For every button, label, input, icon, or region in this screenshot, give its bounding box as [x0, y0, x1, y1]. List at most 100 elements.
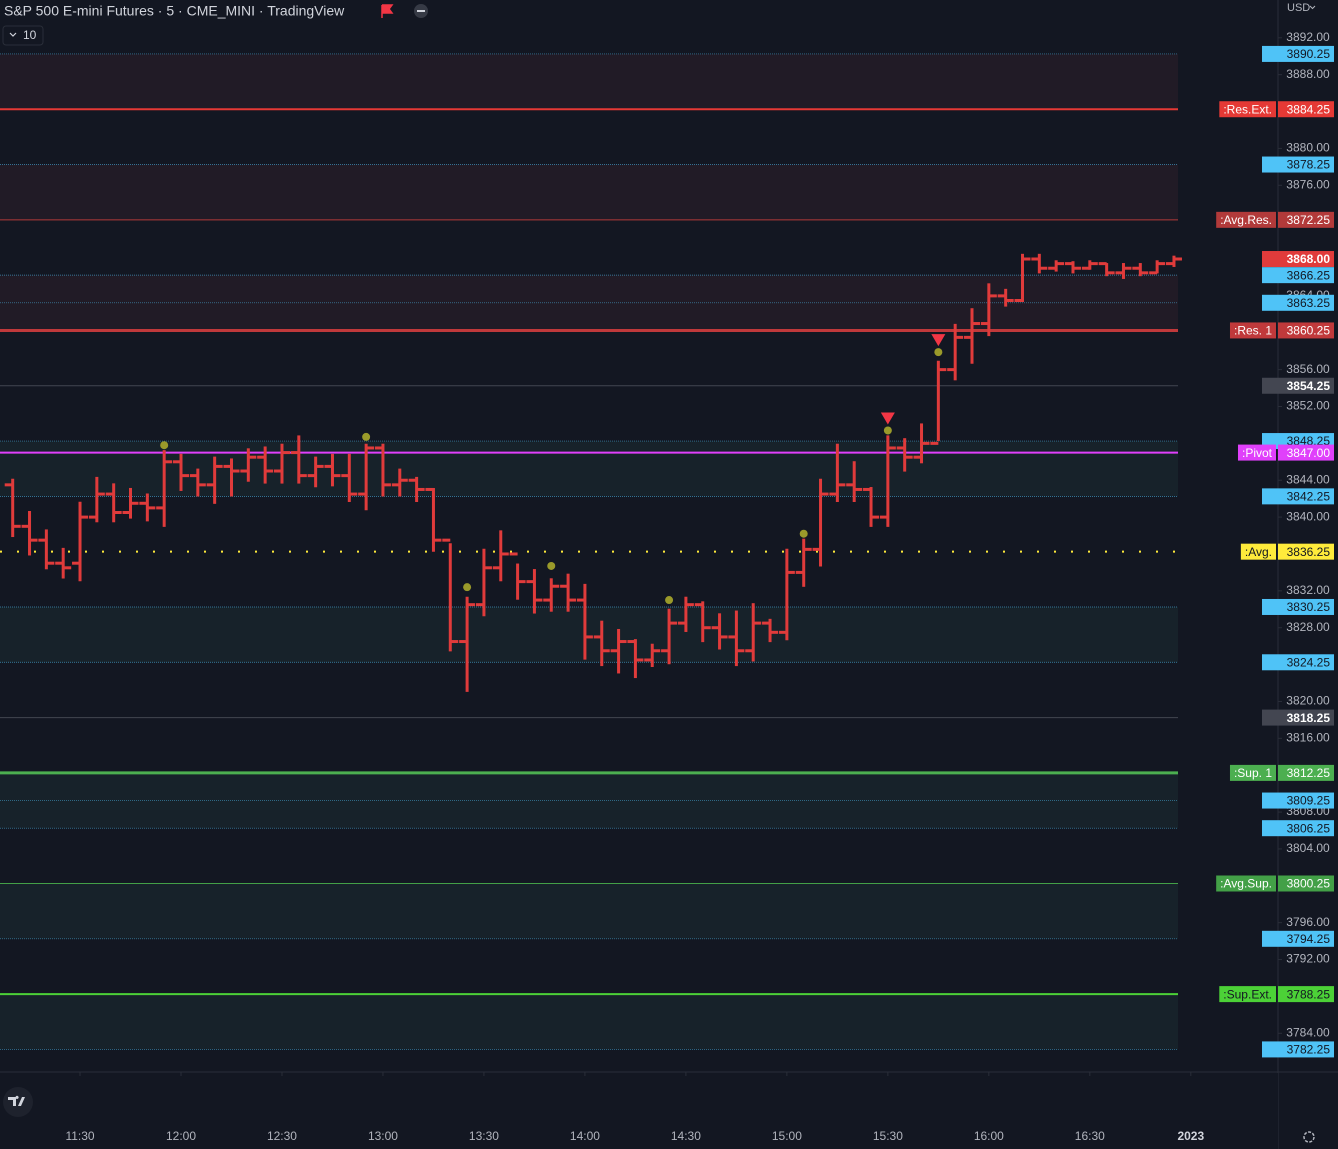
tv-logo[interactable] [3, 1087, 33, 1117]
axis-layer: 3892.003888.003880.003876.003864.003856.… [65, 30, 1334, 1143]
ohlc-bar [492, 530, 509, 582]
ohlc-bar [1115, 263, 1132, 279]
ohlc-bar [4, 478, 21, 538]
interval-label[interactable]: 10 [23, 28, 37, 42]
price-badge [1262, 45, 1334, 62]
ohlc-bar [627, 639, 644, 679]
signal-dot [463, 583, 472, 592]
y-tick-label: 3844.00 [1286, 472, 1330, 486]
ohlc-bar [206, 456, 223, 504]
ohlc-bar [21, 510, 38, 556]
time-axis [0, 1073, 1278, 1149]
price-badge [1262, 820, 1334, 837]
ohlc-bar [391, 468, 408, 497]
price-badge-label: 3830.25 [1287, 600, 1331, 614]
interval-button[interactable] [2, 25, 44, 46]
ohlc-bar [324, 453, 341, 487]
ohlc-bar [475, 548, 492, 617]
ohlc-bar [307, 456, 324, 488]
x-tick-label: 13:00 [368, 1129, 398, 1143]
level-name-badge [1229, 764, 1276, 781]
ohlc-bar [879, 435, 896, 527]
x-tick-label: 16:30 [1075, 1129, 1105, 1143]
price-badge-label: 3878.25 [1287, 158, 1331, 172]
y-tick-label: 3856.00 [1286, 362, 1330, 376]
ohlc-bar [526, 569, 543, 614]
ohlc-bar [1031, 253, 1048, 274]
ohlc-bar [1064, 261, 1081, 274]
ohlc-bar [1098, 262, 1115, 277]
ohlc-bar [408, 476, 425, 503]
level-name-badge [1229, 322, 1276, 339]
level-price-label: 3860.25 [1287, 324, 1331, 338]
settings-icon[interactable] [1303, 1131, 1315, 1143]
x-tick-label: 15:30 [873, 1129, 903, 1143]
x-tick-label: 16:00 [974, 1129, 1004, 1143]
ohlc-bar [459, 596, 476, 692]
level-price-badge [1278, 875, 1334, 892]
price-badge [1262, 1041, 1334, 1058]
price-badge-label: 3866.25 [1287, 268, 1331, 282]
signal-dot [934, 348, 943, 357]
level-price-badge [1278, 101, 1334, 118]
tv-logo-mark [8, 1095, 25, 1106]
level-price-badge [1278, 986, 1334, 1003]
ohlc-bar [728, 610, 745, 667]
ohlc-bar [223, 458, 240, 497]
level-price-badge [1278, 543, 1334, 560]
currency-label[interactable]: USD [1287, 2, 1310, 14]
ohlc-bar [543, 578, 560, 612]
ohlc-bar [694, 601, 711, 643]
y-tick-label: 3816.00 [1286, 730, 1330, 744]
signal-dot [547, 561, 556, 570]
ohlc-bar [677, 596, 694, 632]
ohlc-bar [105, 483, 122, 523]
ohlc-bar [576, 583, 593, 660]
ohlc-bar [812, 478, 829, 567]
flag-icon[interactable] [381, 4, 394, 18]
price-badge [1262, 156, 1334, 173]
zone [0, 53, 1178, 110]
y-tick-label: 3888.00 [1286, 67, 1330, 81]
level-name-label: :Pivot [1242, 446, 1273, 460]
signal-triangle [880, 412, 895, 425]
ohlc-bar [1149, 260, 1166, 275]
y-tick-label: 3792.00 [1286, 952, 1330, 966]
y-tick-label: 3828.00 [1286, 620, 1330, 634]
currency-chevron [1309, 5, 1316, 10]
ohlc-bar [189, 468, 206, 497]
price-badge-label: 3809.25 [1287, 794, 1331, 808]
ohlc-bar [156, 450, 173, 527]
signal-triangle [931, 334, 946, 347]
level-name-label: :Sup.Ext. [1223, 987, 1272, 1001]
price-badge [1262, 709, 1334, 726]
ohlc-bar [442, 538, 459, 652]
ohlc-bar [425, 487, 442, 552]
level-name-badge [1237, 444, 1276, 461]
level-price-badge [1278, 764, 1334, 781]
ohlc-bar [778, 548, 795, 641]
signal-dot [362, 432, 371, 441]
price-badge-label: 3782.25 [1287, 1043, 1331, 1057]
ohlc-bar [173, 453, 189, 491]
price-badge [1262, 294, 1334, 311]
level-name-badge [1216, 875, 1276, 892]
ohlc-bar [240, 448, 257, 482]
level-name-label: :Avg. [1245, 545, 1272, 559]
x-tick-label: 13:30 [469, 1129, 499, 1143]
ohlc-bar [610, 628, 627, 674]
price-axis [1278, 0, 1338, 1149]
ohlc-bar [72, 501, 89, 582]
y-tick-label: 3796.00 [1286, 915, 1330, 929]
ohlc-bar [1081, 260, 1098, 270]
x-tick-label: 14:00 [570, 1129, 600, 1143]
signal-dot [665, 596, 674, 605]
price-badge [1262, 488, 1334, 505]
level-name-badge [1216, 211, 1276, 228]
x-tick-label: 12:00 [166, 1129, 196, 1143]
ohlc-bar [273, 443, 290, 484]
x-tick-label: 12:30 [267, 1129, 297, 1143]
ohlc-bar [863, 487, 880, 527]
level-name-label: :Sup. 1 [1234, 766, 1272, 780]
